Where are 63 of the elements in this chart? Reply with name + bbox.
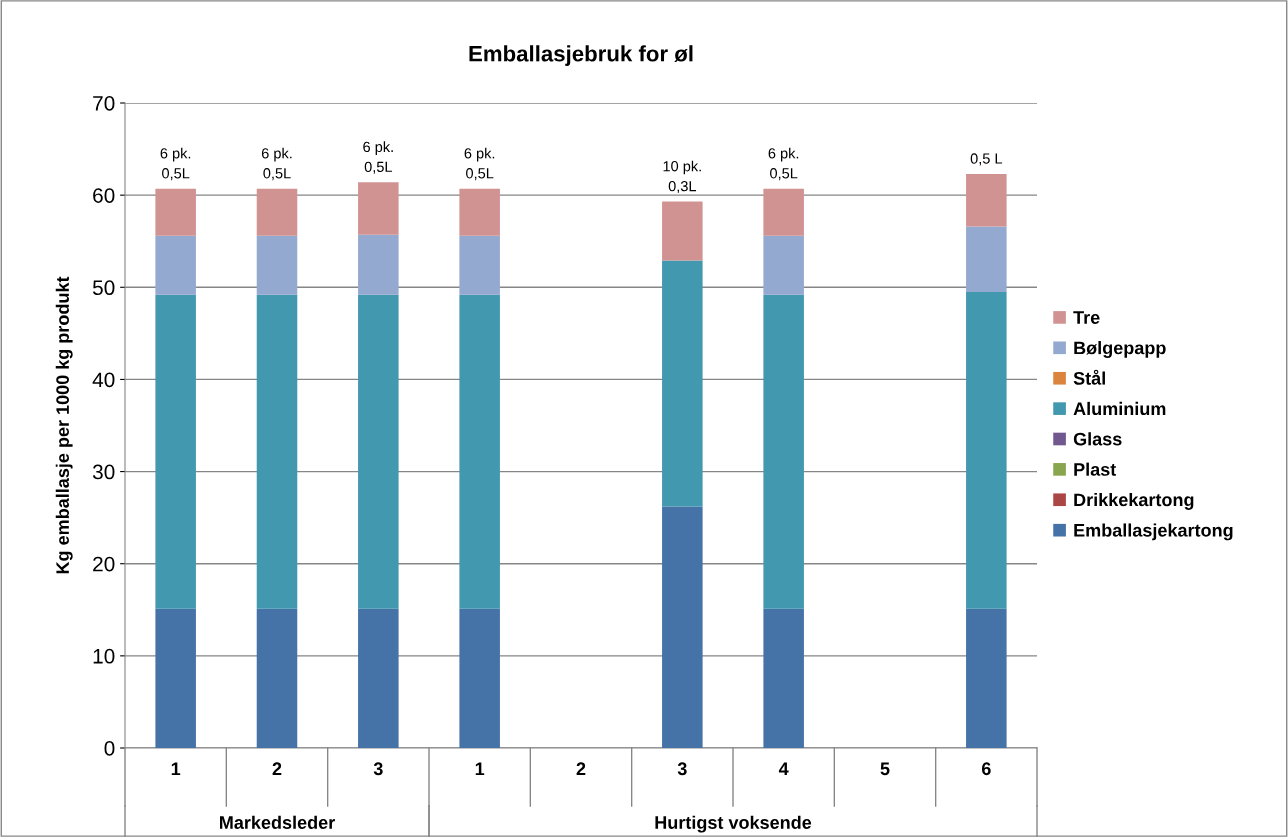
annotation: 6 pk. 0,5L	[768, 147, 799, 181]
text: Hurtigst voksende	[655, 815, 812, 833]
bar	[662, 260, 703, 507]
chart-title: Emballasjebruk for øl	[469, 45, 693, 66]
bar	[966, 173, 1007, 227]
x-tick-label: 6	[981, 762, 991, 776]
legend-label: Stål	[1073, 369, 1105, 385]
annotation: 6 pk. 0,5L	[464, 147, 495, 181]
x-tick-label: 1	[475, 762, 485, 775]
bar	[763, 235, 804, 295]
y-tick-label: 10	[93, 648, 115, 664]
legend-label: Tre	[1073, 311, 1100, 324]
bar	[763, 294, 804, 609]
bar	[155, 294, 196, 609]
annotation: 10 pk. 0,3L	[663, 160, 701, 194]
bar	[763, 608, 804, 748]
bar	[155, 608, 196, 748]
legend-label: Glass	[1073, 432, 1122, 446]
bar	[966, 226, 1007, 292]
bar	[459, 188, 500, 236]
annotation: 6 pk. 0,5L	[363, 141, 393, 174]
legend-label: Bølgepapp	[1074, 341, 1166, 358]
bar	[662, 201, 703, 261]
y-tick-label: 30	[92, 464, 115, 480]
text: Markedsleder	[220, 815, 335, 829]
y-tick-label: 40	[92, 372, 115, 388]
y-tick-label: 0	[104, 741, 115, 756]
bar	[358, 294, 399, 609]
y-tick-label: 20	[93, 556, 115, 572]
bar	[662, 506, 703, 748]
annotation: 6 pk. 0,5L	[261, 147, 292, 181]
bar	[358, 234, 399, 295]
bar	[358, 182, 399, 235]
bar	[256, 188, 298, 236]
y-tick-label: 60	[93, 188, 115, 203]
bar	[459, 608, 500, 748]
x-tick-label: 5	[880, 762, 890, 776]
x-tick-label: 3	[677, 762, 687, 776]
bar	[358, 608, 399, 748]
bar	[256, 235, 298, 295]
bar	[966, 291, 1007, 609]
bar	[155, 235, 196, 295]
bar	[459, 294, 500, 609]
annotation: 0,5 L	[970, 153, 1003, 166]
legend-label: Drikkekartong	[1074, 492, 1194, 510]
bar	[256, 294, 298, 609]
y-tick-label: 50	[92, 280, 115, 296]
legend-label: Aluminium	[1073, 401, 1166, 416]
bar	[763, 188, 804, 236]
annotation: 6 pk. 0,5L	[160, 147, 191, 181]
y-axis-title: Kg emballasje per 1000 kg produkt	[55, 276, 73, 574]
x-tick-label: 3	[373, 762, 383, 776]
y-tick-label: 70	[93, 96, 115, 111]
legend-label: Plast	[1074, 462, 1117, 476]
bar	[459, 235, 500, 295]
x-tick-label: 1	[171, 762, 181, 775]
x-tick-label: 2	[576, 762, 586, 775]
bar	[155, 188, 196, 236]
legend-label: Emballasjekartong	[1074, 523, 1233, 541]
x-tick-label: 4	[778, 762, 789, 775]
x-tick-label: 2	[272, 762, 282, 775]
bar	[966, 608, 1007, 748]
bar	[256, 608, 298, 748]
